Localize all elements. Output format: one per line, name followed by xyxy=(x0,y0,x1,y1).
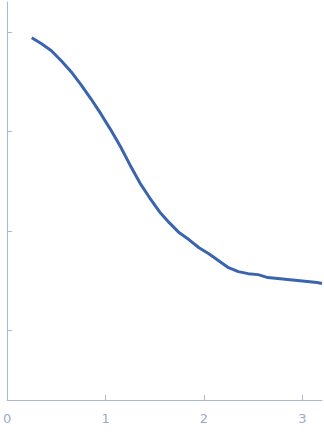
svg-text:3: 3 xyxy=(298,411,306,426)
svg-text:1: 1 xyxy=(101,411,109,426)
svg-text:0: 0 xyxy=(3,411,11,426)
svg-text:2: 2 xyxy=(200,411,208,426)
